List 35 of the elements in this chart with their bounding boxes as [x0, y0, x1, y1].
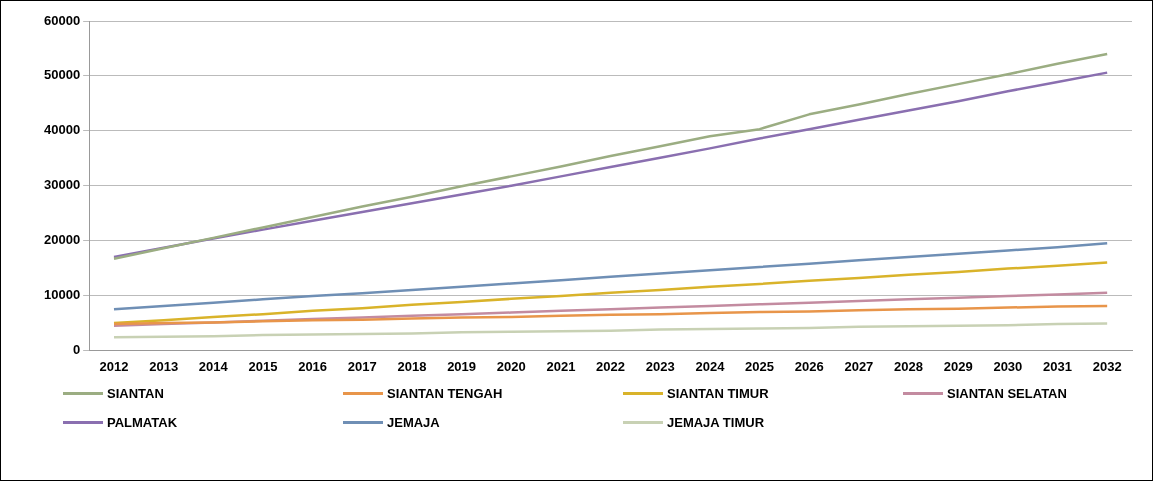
x-tick-label: 2020: [496, 358, 526, 374]
y-tick-label: 20000: [43, 232, 81, 248]
x-tick-label: 2015: [248, 358, 278, 374]
y-tick-label: 50000: [43, 67, 81, 83]
x-tick-label: 2025: [745, 358, 775, 374]
y-tick-label: 60000: [43, 12, 81, 28]
x-tick-label: 2023: [645, 358, 675, 374]
x-tick-label: 2014: [198, 358, 229, 374]
y-tick-label: 30000: [43, 177, 81, 193]
y-tick-label: 0: [72, 341, 81, 357]
legend-label: SIANTAN TENGAH: [387, 386, 503, 401]
x-tick-label: 2018: [397, 358, 427, 374]
x-tick-label: 2016: [298, 358, 328, 374]
x-tick-label: 2026: [794, 358, 824, 374]
x-tick-label: 2013: [149, 358, 179, 374]
y-tick-label: 10000: [43, 287, 81, 303]
x-tick-label: 2031: [1043, 358, 1072, 374]
x-tick-label: 2017: [347, 358, 377, 374]
legend-label: JEMAJA: [387, 415, 440, 430]
x-tick-label: 2029: [943, 358, 973, 374]
legend-label: JEMAJA TIMUR: [667, 415, 765, 430]
x-tick-label: 2021: [546, 358, 576, 374]
legend-label: PALMATAK: [107, 415, 178, 430]
legend-label: SIANTAN: [107, 386, 164, 401]
legend-label: SIANTAN TIMUR: [667, 386, 769, 401]
y-tick-label: 40000: [43, 122, 81, 138]
legend-label: SIANTAN SELATAN: [947, 386, 1067, 401]
x-tick-label: 2022: [596, 358, 626, 374]
x-tick-label: 2012: [99, 358, 129, 374]
x-tick-label: 2032: [1092, 358, 1122, 374]
x-tick-label: 2027: [844, 358, 874, 374]
x-tick-label: 2030: [993, 358, 1023, 374]
x-tick-label: 2024: [695, 358, 726, 374]
x-tick-label: 2028: [894, 358, 923, 374]
x-tick-label: 2019: [447, 358, 477, 374]
